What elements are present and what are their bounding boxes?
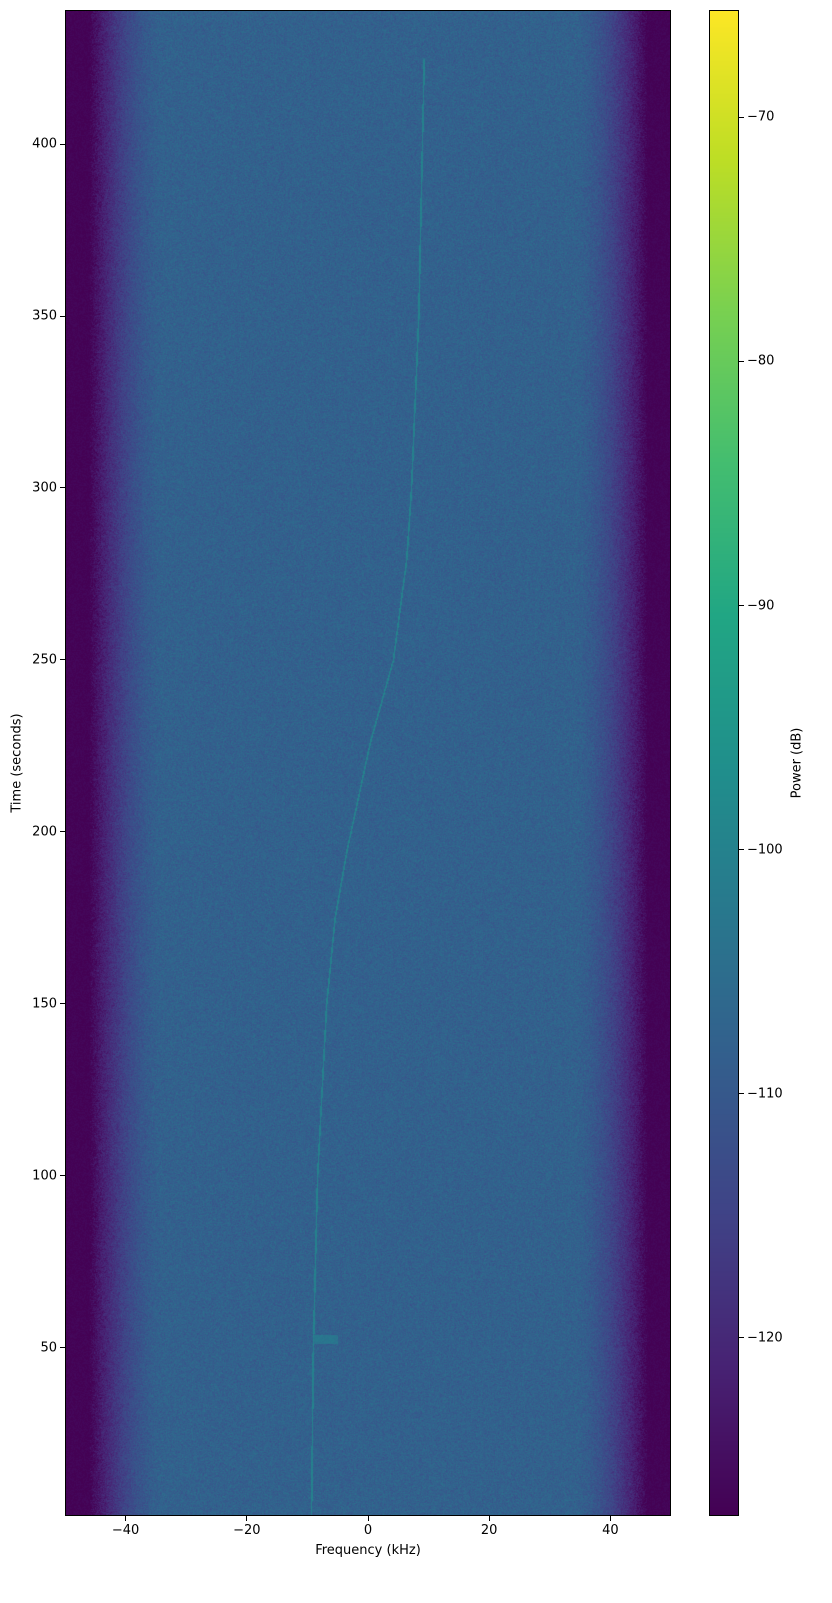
y-tick-mark — [60, 144, 65, 145]
y-tick-label: 150 — [32, 996, 57, 1011]
x-tick-label: −40 — [112, 1523, 139, 1538]
colorbar-label: Power (dB) — [790, 728, 805, 799]
y-tick-mark — [60, 1347, 65, 1348]
colorbar-frame — [709, 10, 739, 1516]
y-tick-mark — [60, 316, 65, 317]
y-tick-mark — [60, 831, 65, 832]
x-axis-label: Frequency (kHz) — [315, 1543, 421, 1558]
colorbar-tick-mark — [739, 361, 744, 362]
y-tick-label: 200 — [32, 824, 57, 839]
x-tick-label: 20 — [481, 1523, 498, 1538]
y-axis-label: Time (seconds) — [10, 713, 25, 812]
colorbar-tick-label: −110 — [747, 1086, 783, 1101]
colorbar-tick-mark — [739, 117, 744, 118]
colorbar-tick-label: −80 — [747, 354, 774, 369]
x-tick-label: 40 — [602, 1523, 619, 1538]
y-tick-label: 400 — [32, 137, 57, 152]
x-tick-mark — [368, 1516, 369, 1521]
y-tick-label: 350 — [32, 309, 57, 324]
plot-frame — [65, 10, 671, 1516]
x-tick-mark — [246, 1516, 247, 1521]
colorbar-tick-mark — [739, 1337, 744, 1338]
colorbar-tick-label: −120 — [747, 1330, 783, 1345]
x-tick-mark — [125, 1516, 126, 1521]
y-tick-mark — [60, 659, 65, 660]
y-tick-label: 50 — [40, 1340, 57, 1355]
x-tick-mark — [489, 1516, 490, 1521]
y-tick-label: 300 — [32, 480, 57, 495]
colorbar-tick-mark — [739, 605, 744, 606]
colorbar-tick-label: −70 — [747, 110, 774, 125]
colorbar-tick-label: −90 — [747, 598, 774, 613]
colorbar-tick-label: −100 — [747, 842, 783, 857]
x-tick-mark — [610, 1516, 611, 1521]
x-tick-label: 0 — [364, 1523, 372, 1538]
x-tick-label: −20 — [233, 1523, 260, 1538]
y-tick-mark — [60, 1175, 65, 1176]
y-tick-mark — [60, 1003, 65, 1004]
y-tick-label: 250 — [32, 652, 57, 667]
y-tick-mark — [60, 487, 65, 488]
colorbar-tick-mark — [739, 1093, 744, 1094]
colorbar-tick-mark — [739, 849, 744, 850]
y-tick-label: 100 — [32, 1168, 57, 1183]
